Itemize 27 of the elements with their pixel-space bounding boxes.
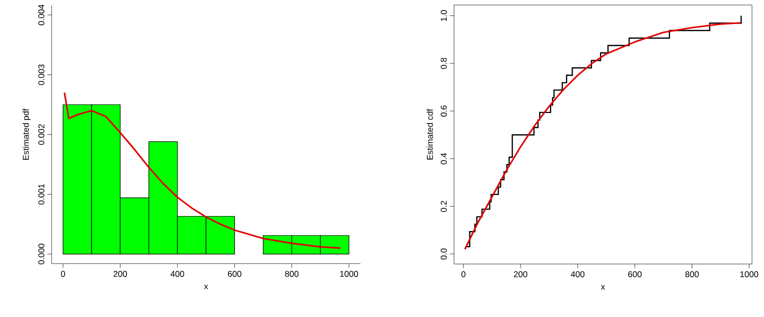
- y-tick-label: 0.003: [38, 64, 44, 85]
- x-tick-label: 1000: [340, 270, 358, 277]
- y-tick-label: 0.6: [440, 106, 447, 117]
- x-tick-label: 1000: [740, 271, 758, 278]
- x-tick-label: 400: [570, 271, 584, 278]
- y-tick-label: 0.8: [440, 58, 447, 69]
- x-tick-label: 200: [114, 270, 127, 277]
- y-axis-title: Estimated cdf: [426, 108, 433, 160]
- y-tick-label: 0.4: [440, 153, 447, 164]
- y-tick-label: 0.0: [440, 248, 447, 260]
- y-tick-label: 0.2: [440, 200, 447, 212]
- x-tick-label: 0: [61, 270, 66, 277]
- x-axis-title: x: [600, 285, 606, 290]
- x-tick-label: 600: [228, 270, 242, 277]
- x-tick-label: 800: [285, 270, 299, 277]
- y-tick-label: 0.002: [38, 124, 44, 145]
- y-tick-label: 0.000: [38, 244, 44, 264]
- y-tick-label: 1.0: [440, 10, 447, 21]
- y-tick-label: 0.004: [38, 4, 44, 26]
- y-axis-title: Estimated pdf: [22, 108, 30, 160]
- x-axis-title: x: [204, 284, 208, 290]
- y-tick-label: 0.001: [38, 184, 44, 205]
- x-tick-label: 0: [461, 271, 466, 278]
- x-tick-label: 200: [514, 271, 528, 278]
- x-tick-label: 800: [685, 271, 699, 278]
- x-tick-label: 400: [170, 270, 184, 277]
- x-tick-label: 600: [628, 271, 642, 278]
